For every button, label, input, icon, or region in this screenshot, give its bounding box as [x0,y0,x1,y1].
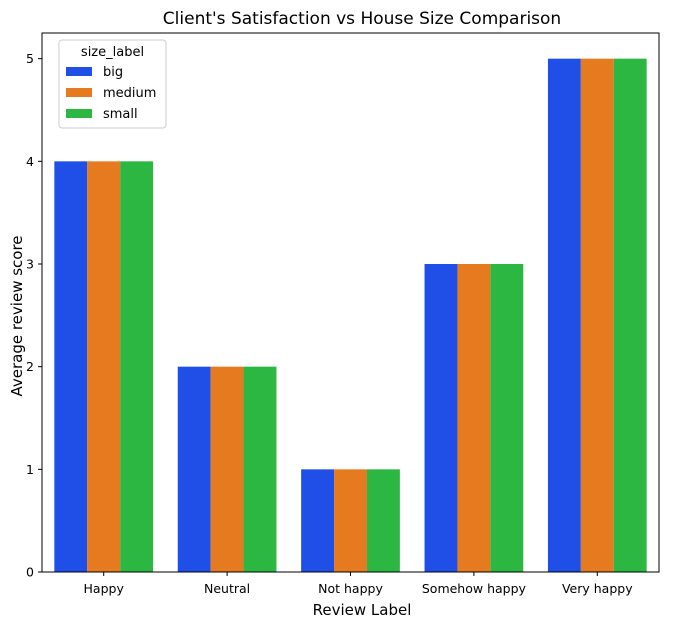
bar-small-happy [120,161,154,573]
bar-big-neutral [177,366,211,572]
bar-small-very-happy [613,58,647,572]
bar-small-somehow-happy [490,264,524,572]
legend-swatch-medium [66,88,92,97]
bars-group [54,58,647,573]
legend-entry-big: big [103,65,123,80]
bar-medium-happy [87,161,121,573]
chart-title: Client's Satisfaction vs House Size Comp… [163,9,561,29]
x-tick-label: Somehow happy [422,581,527,596]
x-axis-label: Review Label [313,601,412,619]
legend-entry-medium: medium [103,86,156,101]
y-tick-label: 3 [26,257,34,272]
bar-medium-very-happy [580,58,614,572]
y-tick-label: 1 [26,462,34,477]
y-ticks: 0 1 2 3 4 5 [26,51,42,580]
bar-medium-somehow-happy [457,264,491,572]
y-tick-label: 0 [26,565,34,580]
x-tick-label: Neutral [204,581,250,596]
legend-title: size_label [81,45,144,60]
y-axis-label: Average review score [8,235,26,396]
bar-medium-not-happy [334,469,367,572]
bar-small-not-happy [366,469,400,572]
x-tick-label: Not happy [318,581,383,596]
bar-medium-neutral [210,366,244,572]
bar-small-neutral [243,366,277,572]
x-tick-label: Very happy [562,581,633,596]
x-tick-label: Happy [84,581,125,596]
y-tick-label: 4 [26,154,34,169]
bar-big-somehow-happy [424,264,458,572]
bar-big-very-happy [547,58,581,572]
x-ticks: Happy Neutral Not happy Somehow happy Very h… [84,572,633,596]
legend-swatch-small [66,109,92,118]
bar-big-not-happy [301,469,335,572]
y-tick-label: 5 [26,51,34,66]
legend-box [58,39,167,129]
legend-entry-small: small [103,107,138,122]
y-tick-label: 2 [26,359,34,374]
legend-swatch-big [66,67,92,76]
bar-big-happy [54,161,88,573]
